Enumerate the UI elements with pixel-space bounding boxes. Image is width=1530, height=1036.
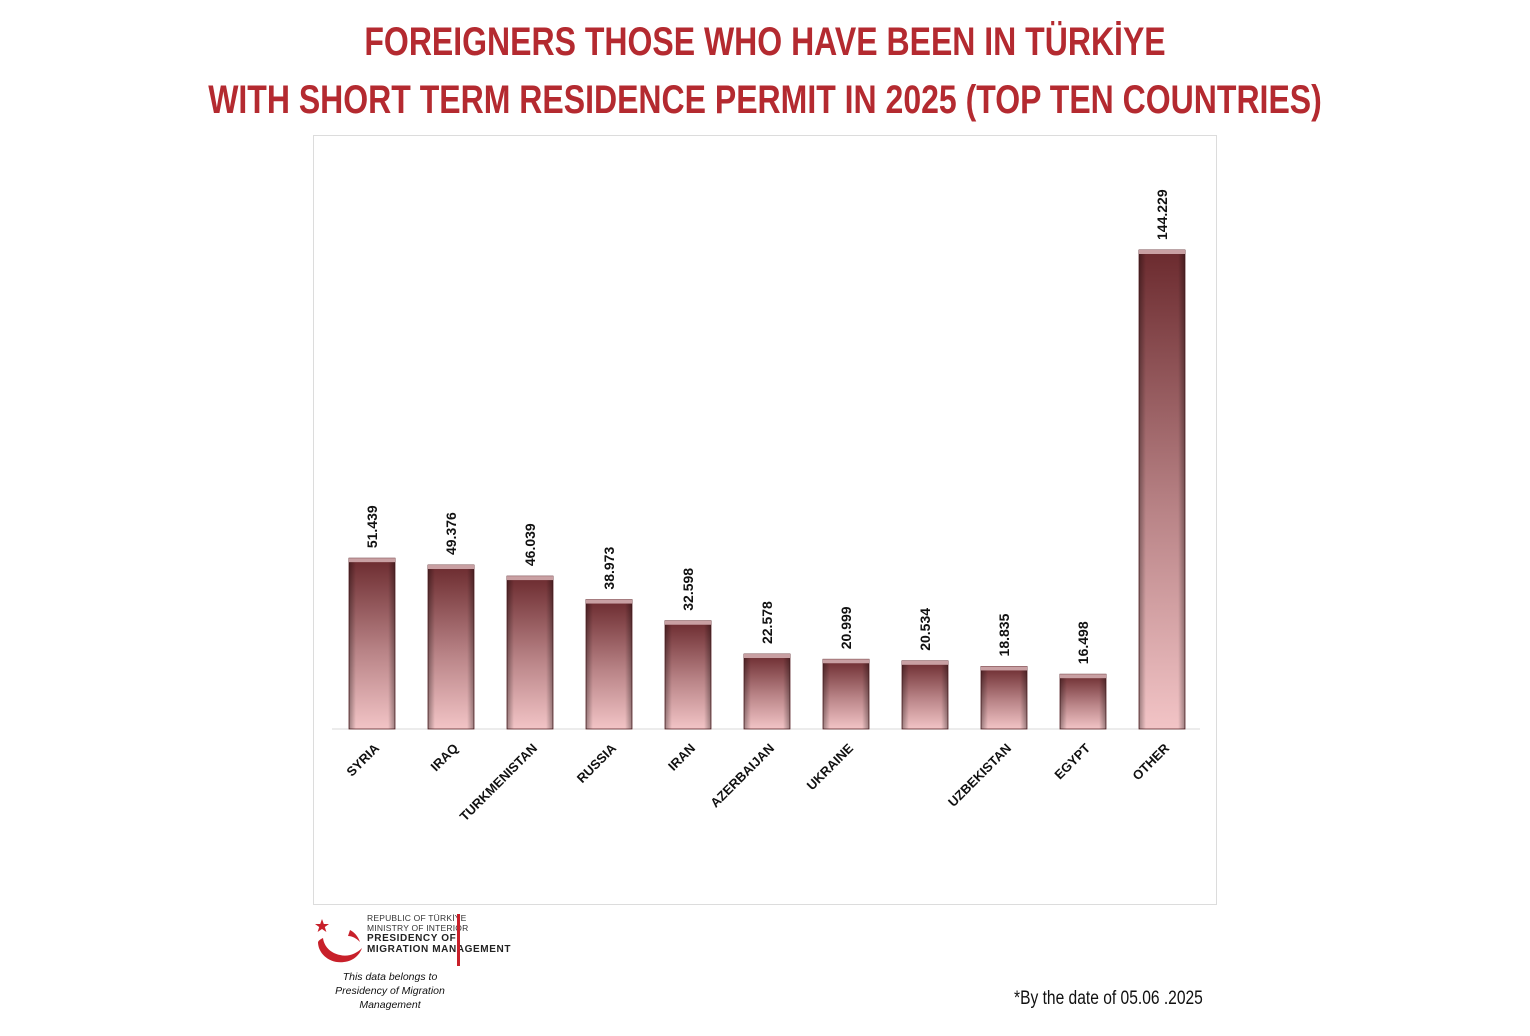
bar-shade — [349, 558, 395, 729]
bar — [506, 575, 554, 730]
bar-top-bevel — [428, 565, 474, 570]
bar — [743, 653, 791, 730]
category-label: EGYPT — [1051, 740, 1093, 782]
bar-top-bevel — [349, 558, 395, 563]
crescent-star-bird-icon — [315, 919, 362, 963]
chart-title-line-1: FOREIGNERS THOSE WHO HAVE BEEN IN TÜRKİY… — [364, 20, 1166, 64]
category-label: OTHER — [1129, 740, 1172, 783]
category-label: SYRIA — [343, 740, 382, 779]
bar-top-bevel — [586, 599, 632, 604]
bar-shade — [1060, 674, 1106, 729]
note-line-2: Presidency of Migration Management — [335, 985, 445, 1011]
bar-shade — [1139, 250, 1185, 729]
bar-top-bevel — [902, 660, 948, 665]
logo-line-presidency: PRESIDENCY OF — [367, 933, 457, 944]
chart-title-line-2: WITH SHORT TERM RESIDENCE PERMIT IN 2025… — [208, 78, 1322, 122]
bar — [348, 557, 396, 730]
ministry-logo: REPUBLIC OF TÜRKİYE MINISTRY OF INTERIOR… — [310, 912, 510, 1011]
logo-line-migration: MIGRATION MANAGEMENT — [367, 944, 512, 955]
bar-value-label: 20.999 — [838, 606, 854, 649]
bar-top-bevel — [981, 666, 1027, 671]
plot-area: 51.439 49.376 46.039 38.973 32.598 22.578 20.9… — [313, 135, 1217, 905]
bar-top-bevel — [507, 576, 553, 581]
bar — [822, 658, 870, 730]
bar-value-label: 46.039 — [522, 523, 538, 566]
bar-top-bevel — [823, 659, 869, 664]
bar-shade — [586, 599, 632, 729]
data-ownership-note: This data belongs to Presidency of Migra… — [310, 970, 470, 1012]
bar-shade — [981, 666, 1027, 729]
category-label: UKRAINE — [804, 740, 857, 793]
bar — [1138, 249, 1186, 730]
bar-value-label: 22.578 — [759, 601, 775, 644]
bar-shade — [744, 654, 790, 729]
bar-value-label: 51.439 — [364, 505, 380, 548]
bar-top-bevel — [665, 620, 711, 625]
bar-chart: 51.439 49.376 46.039 38.973 32.598 22.578 20.9… — [332, 189, 1200, 824]
category-label: UZBEKISTAN — [945, 741, 1014, 810]
bar-top-bevel — [1060, 674, 1106, 679]
logo-line-ministry: MINISTRY OF INTERIOR — [367, 922, 469, 933]
bar-top-bevel — [1139, 250, 1185, 254]
category-label: AZERBAIJAN — [707, 741, 777, 811]
bar-value-label: 20.534 — [917, 608, 933, 651]
category-label: IRAN — [665, 741, 698, 774]
category-label: TURKMENISTAN — [457, 741, 540, 824]
logo-divider — [457, 914, 460, 966]
bar-shade — [902, 660, 948, 729]
logo-text: REPUBLIC OF TÜRKİYE MINISTRY OF INTERIOR… — [367, 913, 512, 955]
bar — [427, 564, 475, 730]
bar-shade — [507, 576, 553, 729]
bar-value-label: 18.835 — [996, 613, 1012, 656]
bar-value-label: 144.229 — [1154, 189, 1170, 240]
note-line-1: This data belongs to — [342, 971, 438, 983]
bar-shade — [665, 620, 711, 729]
bar-value-label: 32.598 — [680, 568, 696, 611]
date-footnote: *By the date of 05.06 .2025 — [1014, 988, 1203, 1009]
bar-shade — [428, 565, 474, 729]
category-label: IRAQ — [428, 741, 462, 775]
bar-value-label: 49.376 — [443, 512, 459, 555]
bar-top-bevel — [744, 654, 790, 659]
bar — [1059, 673, 1107, 730]
bar-value-label: 16.498 — [1075, 621, 1091, 664]
bar — [901, 660, 949, 730]
bar — [664, 620, 712, 730]
logo-line-republic: REPUBLIC OF TÜRKİYE — [367, 913, 467, 923]
bar — [585, 599, 633, 730]
bar-value-label: 38.973 — [601, 547, 617, 590]
category-label: RUSSIA — [574, 740, 620, 786]
bar-shade — [823, 659, 869, 729]
bar — [980, 666, 1028, 730]
